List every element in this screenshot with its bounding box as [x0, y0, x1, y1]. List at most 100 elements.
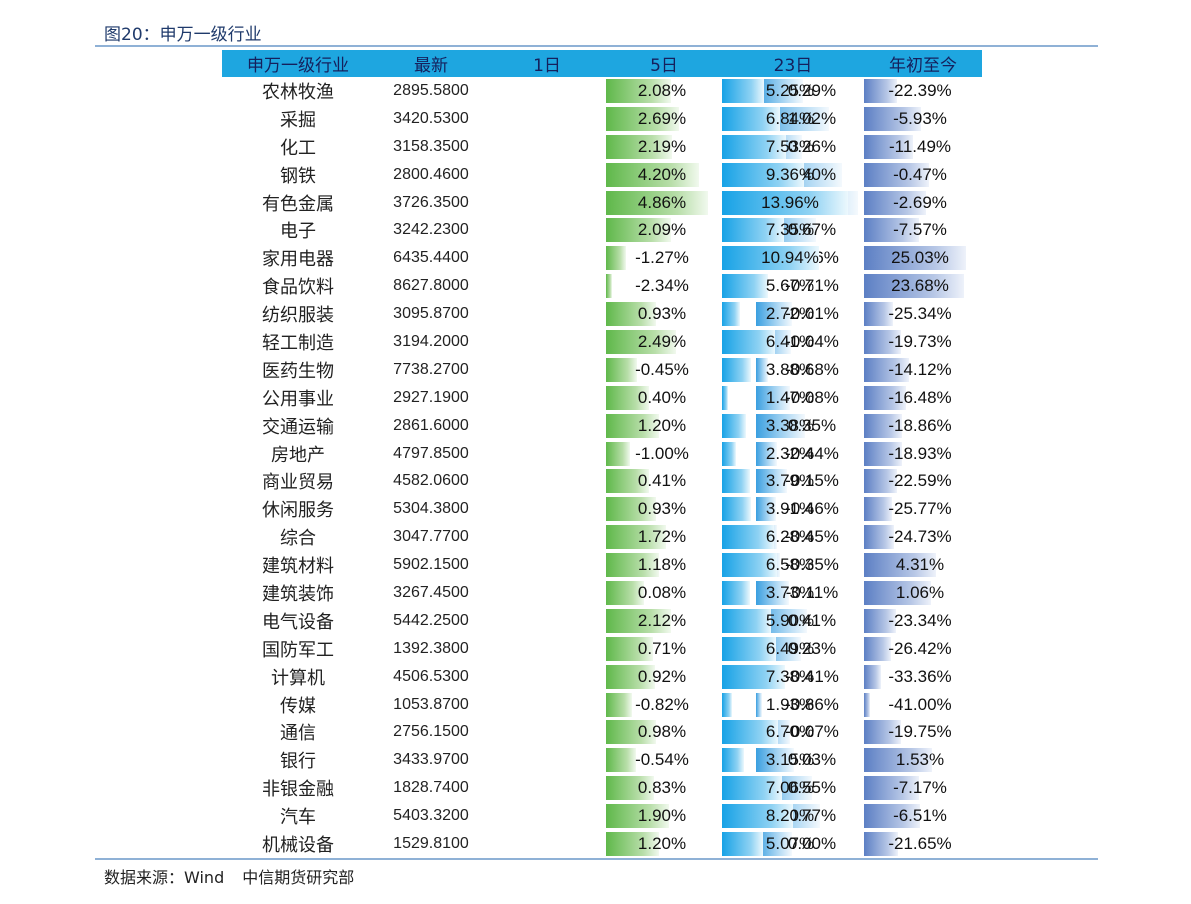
table-row: 汽车 5403.3200 0.77% 1.90% 8.20% -6.51%: [222, 802, 982, 830]
industry-name: 医药生物: [262, 360, 334, 382]
d23-bar: [722, 692, 732, 717]
ytd-bar: [864, 385, 906, 410]
industry-name: 传媒: [280, 695, 316, 717]
d5-value: 0.08%: [637, 582, 687, 602]
d5-cell: 0.93%: [606, 302, 722, 327]
table-row: 建筑材料 5902.1500 -0.35% 1.18% 6.58% 4.31%: [222, 551, 982, 579]
d23-cell: 3.38%: [722, 413, 864, 438]
table-row: 化工 3158.3500 0.26% 2.19% 7.53% -11.49%: [222, 133, 982, 161]
ytd-value: -19.73%: [888, 331, 952, 351]
d5-cell: 0.08%: [606, 580, 722, 605]
latest-value: 1053.8700: [393, 695, 469, 713]
latest-value: 7738.2700: [393, 360, 469, 378]
d23-cell: 13.96%: [722, 190, 864, 215]
ytd-value: -6.51%: [893, 806, 947, 826]
d23-cell: 6.84%: [722, 106, 864, 131]
industry-name: 通信: [280, 723, 316, 745]
d5-cell: -2.34%: [606, 274, 722, 299]
d23-bar: [722, 274, 768, 299]
d5-cell: 2.69%: [606, 106, 722, 131]
d1-cell: -0.45%: [488, 525, 839, 550]
d23-value: 1.47%: [765, 387, 815, 407]
ytd-cell: -18.93%: [864, 441, 982, 466]
ytd-value: -14.12%: [888, 359, 952, 379]
ytd-bar: [864, 497, 892, 522]
ytd-bar: [864, 831, 898, 856]
latest-value: 2800.4600: [393, 165, 469, 183]
d5-value: 1.20%: [637, 833, 687, 853]
d23-bar: [722, 78, 764, 103]
ytd-cell: 23.68%: [864, 274, 982, 299]
ytd-cell: -18.86%: [864, 413, 982, 438]
d23-bar: [722, 441, 736, 466]
ytd-value: -2.69%: [893, 192, 947, 212]
ytd-value: -16.48%: [888, 387, 952, 407]
d23-bar: [722, 497, 751, 522]
d5-bar: [606, 441, 630, 466]
ytd-value: -7.57%: [893, 220, 947, 240]
d5-cell: 4.20%: [606, 162, 722, 187]
d23-value: 10.94%: [761, 248, 819, 268]
industry-name: 综合: [280, 528, 316, 550]
d23-cell: 5.67%: [722, 274, 864, 299]
industry-name: 农林牧渔: [262, 81, 334, 103]
ytd-bar: [864, 804, 920, 829]
d23-value: 5.07%: [765, 833, 815, 853]
header-ytd: 年初至今: [889, 56, 957, 76]
ytd-value: -33.36%: [888, 666, 952, 686]
latest-value: 1828.7400: [393, 779, 469, 797]
d5-cell: -0.54%: [606, 748, 722, 773]
d1-bar: [756, 748, 794, 773]
industry-name: 休闲服务: [262, 500, 334, 522]
d1-value: 0.00%: [787, 833, 837, 853]
d5-value: 2.08%: [637, 80, 687, 100]
d1-cell: 1.02%: [488, 106, 836, 131]
d23-cell: 9.36%: [722, 162, 864, 187]
d5-value: 4.86%: [637, 192, 687, 212]
d1-value: -0.08%: [785, 387, 839, 407]
d1-cell: -0.04%: [488, 329, 839, 354]
ytd-bar: [864, 162, 929, 187]
ytd-bar: [864, 553, 936, 578]
d1-cell: -0.46%: [488, 497, 839, 522]
d1-bar: [756, 357, 768, 382]
d23-value: 6.41%: [765, 331, 815, 351]
d23-cell: 3.79%: [722, 469, 864, 494]
industry-name: 电气设备: [262, 611, 334, 633]
ytd-value: -0.47%: [893, 164, 947, 184]
table-row: 农林牧渔 2895.5800 0.29% 2.08% 5.25% -22.39%: [222, 77, 982, 105]
d5-bar: [606, 218, 671, 243]
d1-value: 1.02%: [787, 108, 837, 128]
d23-bar: [722, 385, 728, 410]
d23-bar: [722, 302, 740, 327]
d1-cell: -0.15%: [488, 469, 839, 494]
ytd-cell: -16.48%: [864, 385, 982, 410]
latest-value: 3158.3500: [393, 137, 469, 155]
d1-cell: 0.00%: [488, 831, 836, 856]
d23-cell: 2.32%: [722, 441, 864, 466]
ytd-cell: 4.31%: [864, 553, 982, 578]
d23-cell: 3.88%: [722, 357, 864, 382]
table-row: 采掘 3420.5300 1.02% 2.69% 6.84% -5.93%: [222, 105, 982, 133]
ytd-value: 23.68%: [891, 276, 949, 296]
ytd-bar: [864, 720, 901, 745]
d5-cell: -1.00%: [606, 441, 722, 466]
d5-cell: -1.27%: [606, 246, 722, 271]
ytd-bar: [864, 357, 909, 382]
table-row: 食品饮料 8627.8000 -0.71% -2.34% 5.67% 23.68%: [222, 272, 982, 300]
table-row: 综合 3047.7700 -0.45% 1.72% 6.28% -24.73%: [222, 523, 982, 551]
d23-bar: [722, 357, 751, 382]
ytd-bar: [864, 413, 902, 438]
ytd-cell: -33.36%: [864, 664, 982, 689]
table-row: 非银金融 1828.7400 0.55% 0.83% 7.06% -7.17%: [222, 774, 982, 802]
d23-cell: 6.58%: [722, 553, 864, 578]
latest-value: 3267.4500: [393, 583, 469, 601]
latest-value: 5304.3800: [393, 500, 469, 518]
d1-cell: 0.77%: [488, 804, 836, 829]
ytd-value: 4.31%: [895, 555, 945, 575]
d5-cell: 0.71%: [606, 636, 722, 661]
d5-bar: [606, 469, 649, 494]
d23-value: 6.49%: [765, 638, 815, 658]
bottom-rule: [95, 858, 1098, 860]
d1-cell: 0.41%: [488, 608, 836, 633]
